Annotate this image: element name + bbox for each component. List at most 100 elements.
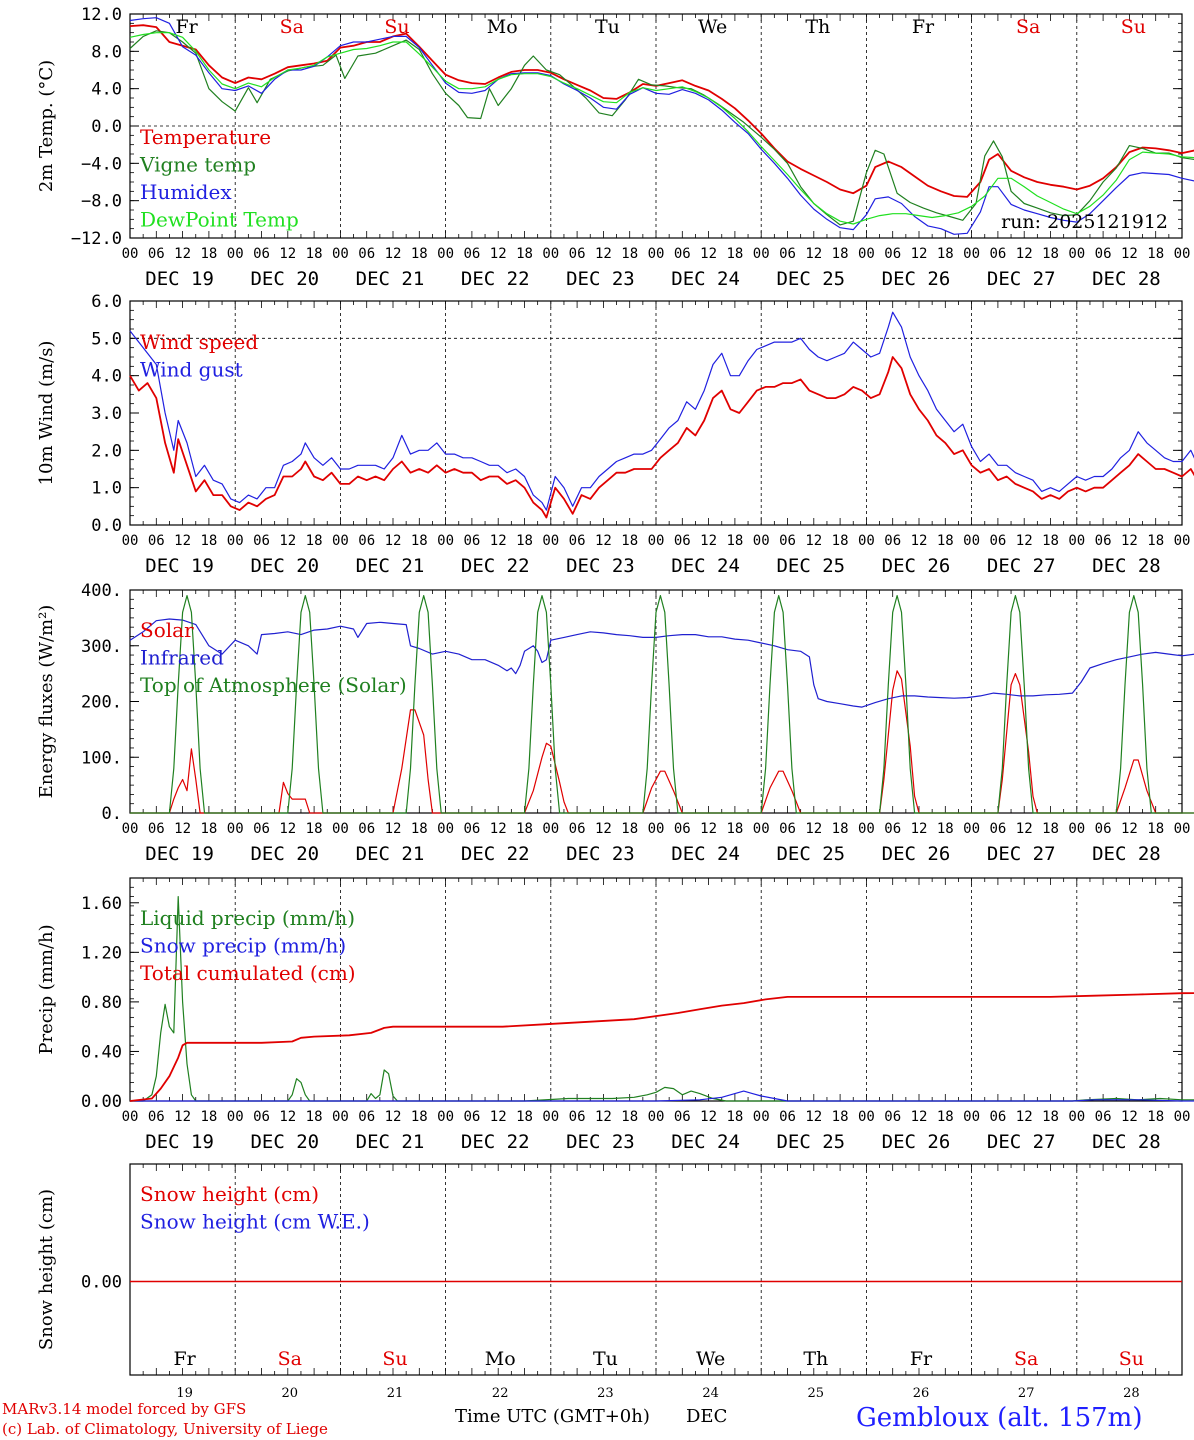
x-date-label: DEC 24 <box>671 555 740 577</box>
legend-entry: Solar <box>140 618 194 642</box>
x-hour-label: 18 <box>1042 533 1059 549</box>
y-tick-label: 0. <box>102 804 122 824</box>
x-date-label: DEC 27 <box>987 843 1056 865</box>
x-hour-label: 12 <box>911 821 928 837</box>
legend-entry: Wind speed <box>140 330 258 354</box>
series-line-snow-precip-mm-h- <box>130 1090 1194 1102</box>
x-date-label: DEC 25 <box>776 268 845 290</box>
x-hour-label: 18 <box>306 821 323 837</box>
y-tick-label: 1.60 <box>81 894 122 914</box>
x-date-label: DEC 19 <box>145 555 214 577</box>
x-hour-label: 00 <box>1068 246 1085 262</box>
day-number: 28 <box>1123 1386 1140 1400</box>
x-hour-label: 18 <box>516 1109 533 1125</box>
x-date-label: DEC 22 <box>461 843 530 865</box>
x-hour-label: 00 <box>753 1109 770 1125</box>
x-hour-label: 00 <box>858 821 875 837</box>
day-name: Su <box>1121 16 1146 38</box>
y-tick-label: 400. <box>81 581 122 601</box>
x-date-label: DEC 28 <box>1092 1131 1161 1153</box>
day-number: 19 <box>176 1386 193 1400</box>
x-hour-label: 12 <box>490 246 507 262</box>
x-hour-label: 06 <box>569 1109 586 1125</box>
x-hour-label: 18 <box>516 246 533 262</box>
x-hour-label: 06 <box>358 821 375 837</box>
x-hour-label: 06 <box>884 1109 901 1125</box>
x-hour-label: 18 <box>726 533 743 549</box>
series-line-vigne-temp <box>129 30 1194 226</box>
x-hour-label: 12 <box>385 533 402 549</box>
day-name: Fr <box>912 16 935 38</box>
legend-entry: DewPoint Temp <box>140 208 299 232</box>
x-hour-label: 18 <box>200 533 217 549</box>
meteogram-chart: 12.0 8.0 4.0 0.0 −4.0 −8.0 −12.0 2m Temp. (°C) 0… <box>36 5 1194 1400</box>
x-hour-label: 00 <box>1174 246 1191 262</box>
y-tick-label: −12.0 <box>71 229 122 249</box>
x-hour-label: 12 <box>700 1109 717 1125</box>
x-hour-label: 00 <box>122 821 139 837</box>
day-name: Tu <box>595 16 620 38</box>
snow-day-name: Su <box>1119 1348 1144 1370</box>
x-hour-label: 18 <box>1042 1109 1059 1125</box>
x-hour-label: 18 <box>1147 246 1164 262</box>
x-hour-label: 00 <box>542 1109 559 1125</box>
x-date-label: DEC 25 <box>776 843 845 865</box>
day-name: Mo <box>487 16 518 38</box>
x-hour-label: 18 <box>1147 1109 1164 1125</box>
x-hour-label: 18 <box>726 246 743 262</box>
x-hour-label: 18 <box>306 533 323 549</box>
x-hour-label: 06 <box>1095 821 1112 837</box>
day-number: 22 <box>492 1386 509 1400</box>
day-number: 20 <box>282 1386 299 1400</box>
series-line-infrared <box>129 618 1194 708</box>
x-hour-label: 00 <box>332 1109 349 1125</box>
x-hour-label: 06 <box>674 1109 691 1125</box>
series-line-wind-gust <box>129 311 1194 511</box>
y-axis-label: 10m Wind (m/s) <box>36 341 57 486</box>
x-hour-label: 00 <box>1068 533 1085 549</box>
x-hour-label: 06 <box>989 246 1006 262</box>
legend-entry: Wind gust <box>140 358 243 382</box>
x-hour-label: 06 <box>463 533 480 549</box>
day-name: Sa <box>280 16 304 38</box>
x-hour-label: 18 <box>1147 533 1164 549</box>
y-tick-label: 300. <box>81 637 122 657</box>
x-hour-label: 18 <box>832 533 849 549</box>
y-tick-label: 1.20 <box>81 943 122 963</box>
x-hour-label: 00 <box>963 1109 980 1125</box>
x-hour-label: 00 <box>753 246 770 262</box>
x-hour-label: 18 <box>200 821 217 837</box>
y-tick-label: 0.40 <box>81 1042 122 1062</box>
x-date-label: DEC 28 <box>1092 268 1161 290</box>
x-hour-label: 12 <box>911 533 928 549</box>
x-hour-label: 12 <box>1121 533 1138 549</box>
snow-day-name: Fr <box>910 1348 933 1370</box>
y-tick-label: 100. <box>81 748 122 768</box>
legend-entry: Top of Atmosphere (Solar) <box>140 673 407 697</box>
panel-frame-wind <box>129 300 1183 526</box>
x-hour-label: 12 <box>279 533 296 549</box>
legend-entry: Vigne temp <box>139 153 256 177</box>
x-hour-label: 12 <box>174 821 191 837</box>
x-hour-label: 06 <box>253 246 270 262</box>
x-hour-label: 12 <box>279 246 296 262</box>
x-hour-label: 06 <box>1095 533 1112 549</box>
x-date-label: DEC 25 <box>776 555 845 577</box>
day-name: Sa <box>1016 16 1040 38</box>
x-hour-label: 06 <box>674 821 691 837</box>
x-hour-label: 06 <box>463 246 480 262</box>
x-hour-label: 18 <box>937 246 954 262</box>
series-line-top-of-atmosphere-solar- <box>130 595 1194 814</box>
snow-day-name: Sa <box>1014 1348 1038 1370</box>
x-date-label: DEC 27 <box>987 268 1056 290</box>
day-name: Th <box>805 16 830 38</box>
x-date-label: DEC 22 <box>461 555 530 577</box>
x-hour-label: 18 <box>306 1109 323 1125</box>
x-date-label: DEC 28 <box>1092 555 1161 577</box>
x-hour-label: 18 <box>1042 246 1059 262</box>
y-tick-label: 0.0 <box>91 117 122 137</box>
x-hour-label: 12 <box>490 533 507 549</box>
x-hour-label: 12 <box>385 1109 402 1125</box>
x-hour-label: 18 <box>726 821 743 837</box>
x-hour-label: 12 <box>595 533 612 549</box>
